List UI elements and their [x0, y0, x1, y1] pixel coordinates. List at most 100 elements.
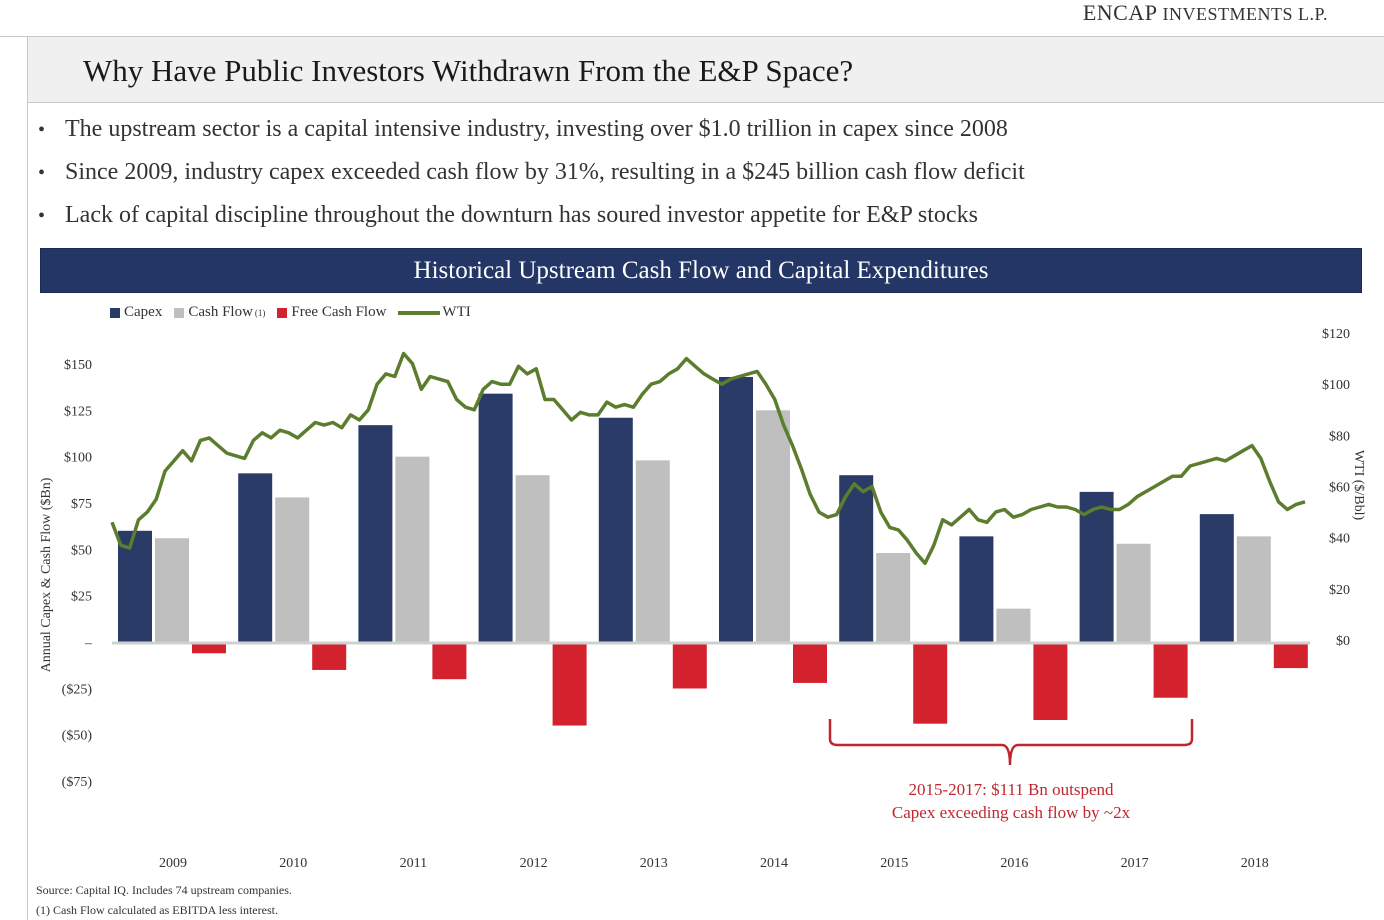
brand-logo: ENCAP INVESTMENTS L.P. [1083, 0, 1328, 26]
legend-swatch-cash-flow [174, 307, 185, 318]
x-tick-label: 2009 [159, 856, 187, 871]
legend-label-cash-flow: Cash Flow [188, 304, 253, 320]
y-left-tick-label: $100 [64, 451, 92, 466]
y-left-tick-label: $75 [71, 497, 92, 512]
bar-free-cash-flow [312, 644, 347, 670]
x-tick-label: 2012 [520, 856, 548, 871]
bar-free-cash-flow [1273, 644, 1308, 669]
bar-capex [118, 530, 152, 642]
y-right-tick-label: $20 [1329, 583, 1350, 598]
y-left-tick-label: $150 [64, 358, 92, 373]
bar-cash-flow [275, 497, 310, 642]
bullet-item: • Lack of capital discipline throughout … [38, 202, 1358, 245]
bar-cash-flow [1236, 536, 1271, 642]
y-left-tick-label: $25 [71, 590, 92, 605]
legend-item-capex: Capex [110, 304, 162, 321]
y-right-tick-label: $120 [1322, 327, 1350, 342]
bar-free-cash-flow [1033, 644, 1068, 720]
chart-canvas: $150 $125 $100 $75 $50 $25 – ($25) ($50) ($75) $12… [39, 327, 1366, 871]
brand-main: ENCAP [1082, 0, 1158, 25]
brand-sub: INVESTMENTS L.P. [1162, 4, 1328, 24]
y-left-tick-label: ($25) [62, 682, 93, 697]
footnotes: Source: Capital IQ. Includes 74 upstream… [36, 880, 292, 920]
y-right-tick-label: $80 [1329, 429, 1350, 444]
bar-cash-flow [756, 410, 790, 642]
legend-footnote-marker: (1) [254, 307, 266, 318]
annotation-text: 2015-2017: $111 Bn outspend [908, 780, 1114, 799]
bullet-dot: • [38, 205, 46, 227]
legend-line-wti [398, 310, 441, 315]
bullet-dot: • [38, 119, 46, 141]
bar-capex [959, 536, 994, 642]
bullet-item: • Since 2009, industry capex exceeded ca… [38, 159, 1358, 202]
bar-free-cash-flow [552, 644, 587, 726]
x-tick-label: 2014 [760, 856, 788, 871]
annotation-text: Capex exceeding cash flow by ~2x [892, 803, 1131, 822]
bar-free-cash-flow [913, 644, 948, 724]
page-title: Why Have Public Investors Withdrawn From… [83, 53, 854, 88]
footnote-source: Source: Capital IQ. Includes 74 upstream… [36, 883, 292, 897]
bar-capex [478, 393, 513, 642]
x-tick-label: 2016 [1000, 856, 1028, 871]
y-left-tick-label: $50 [71, 543, 92, 558]
bar-free-cash-flow [793, 644, 827, 683]
bullet-text: The upstream sector is a capital intensi… [65, 116, 1008, 142]
bar-capex [719, 376, 753, 642]
x-tick-label: 2013 [640, 856, 668, 871]
bar-free-cash-flow [192, 644, 226, 654]
footnote-cash-flow: (1) Cash Flow calculated as EBITDA less … [36, 903, 278, 917]
legend-item-cash-flow: Cash Flow (1) [174, 304, 265, 321]
bar-capex [598, 417, 633, 642]
y-left-tick-label: ($50) [62, 729, 93, 744]
bar-capex [358, 425, 393, 642]
chart-section-header: Historical Upstream Cash Flow and Capita… [40, 248, 1362, 293]
bar-cash-flow [515, 475, 550, 642]
bar-capex [1079, 491, 1114, 642]
chart-legend: Capex Cash Flow (1) Free Cash Flow WTI [110, 304, 483, 321]
top-divider [0, 36, 1384, 37]
legend-label-wti: WTI [442, 304, 471, 320]
legend-item-wti: WTI [398, 304, 471, 321]
bar-cash-flow [876, 553, 911, 642]
y-left-axis-label: Annual Capex & Cash Flow ($Bn) [39, 477, 54, 672]
bar-capex [839, 475, 874, 642]
bar-cash-flow [635, 460, 670, 642]
bullet-item: • The upstream sector is a capital inten… [38, 116, 1358, 159]
bullet-dot: • [38, 162, 46, 184]
y-right-axis-label: WTI ($/Bbl) [1351, 450, 1366, 521]
title-bar: Why Have Public Investors Withdrawn From… [28, 37, 1384, 103]
y-left-tick-label: ($75) [62, 775, 93, 790]
wti-line [110, 351, 1306, 566]
bar-free-cash-flow [1153, 644, 1188, 698]
legend-label-free-cash-flow: Free Cash Flow [291, 304, 387, 320]
bar-cash-flow [395, 456, 430, 642]
left-divider [27, 36, 28, 920]
bar-cash-flow [1116, 543, 1151, 642]
chart-title: Historical Upstream Cash Flow and Capita… [413, 257, 989, 284]
bullet-text: Since 2009, industry capex exceeded cash… [65, 159, 1025, 185]
bullet-text: Lack of capital discipline throughout th… [65, 202, 978, 228]
y-right-tick-label: $0 [1336, 634, 1350, 649]
x-tick-label: 2015 [880, 856, 908, 871]
bar-capex [1199, 514, 1234, 642]
legend-swatch-free-cash-flow [277, 307, 288, 318]
y-left-tick-label: – [84, 636, 93, 651]
bar-capex [238, 473, 273, 642]
x-tick-label: 2011 [400, 856, 427, 871]
y-right-tick-label: $100 [1322, 378, 1350, 393]
annotation-bracket [828, 719, 1194, 766]
x-tick-label: 2010 [279, 856, 307, 871]
x-tick-label: 2018 [1241, 856, 1269, 871]
legend-swatch-capex [110, 307, 120, 318]
bar-cash-flow [996, 608, 1031, 642]
bar-free-cash-flow [672, 644, 707, 689]
y-right-tick-label: $40 [1329, 532, 1350, 547]
legend-item-free-cash-flow: Free Cash Flow [277, 304, 386, 321]
y-left-tick-label: $125 [64, 404, 92, 419]
bar-cash-flow [155, 538, 189, 642]
x-tick-label: 2017 [1121, 856, 1149, 871]
legend-label-capex: Capex [124, 304, 163, 320]
bullet-list: • The upstream sector is a capital inten… [38, 116, 1358, 245]
y-right-tick-label: $60 [1329, 481, 1350, 496]
bar-free-cash-flow [432, 644, 467, 680]
